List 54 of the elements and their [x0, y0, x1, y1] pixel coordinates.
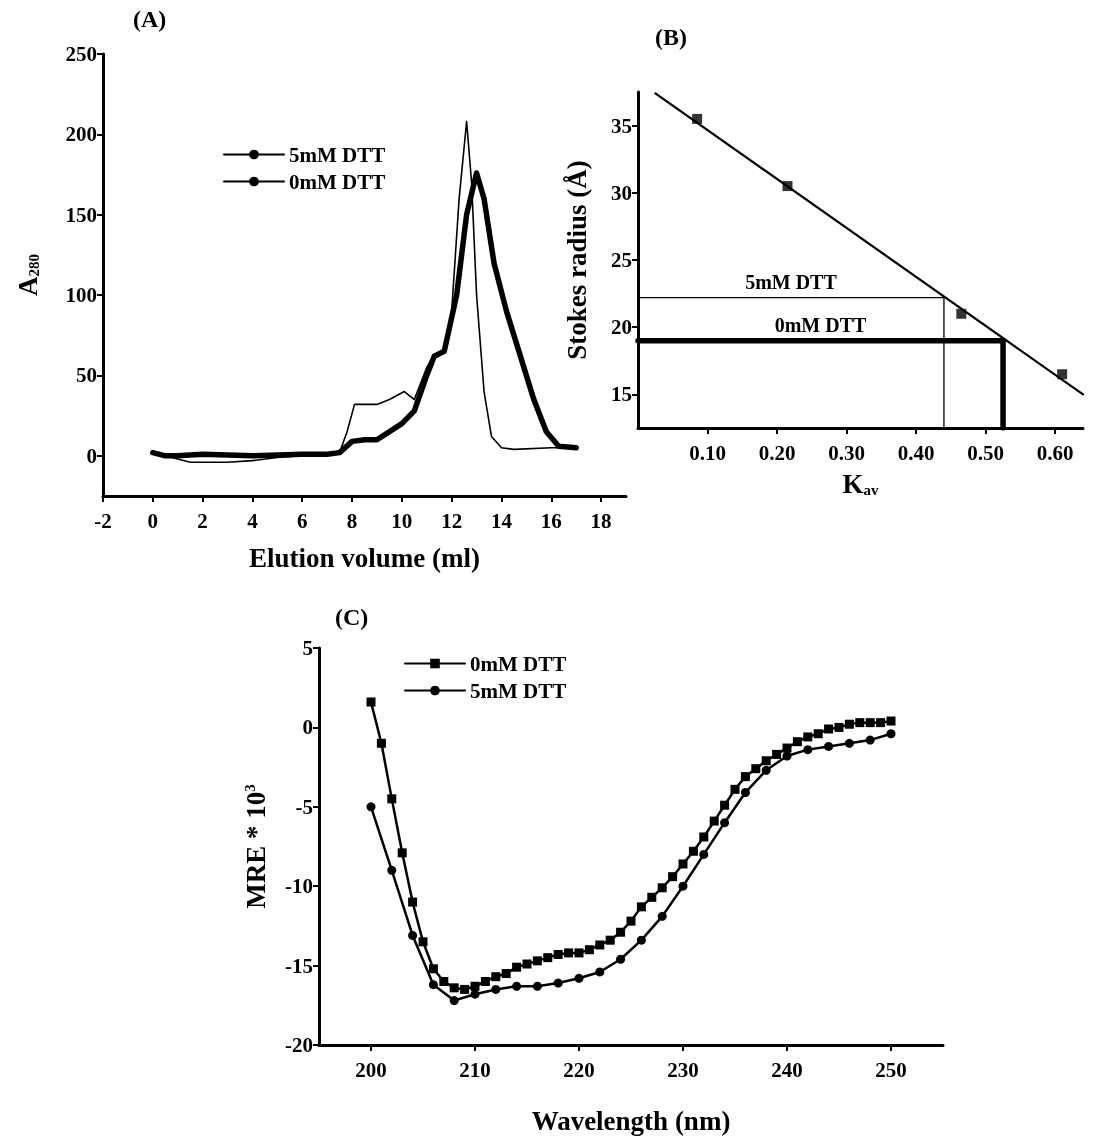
y-tick-label: 250: [65, 42, 97, 66]
x-tick-label: 250: [875, 1057, 907, 1082]
x-tick-label: -2: [94, 508, 112, 533]
x-tick-label: 16: [540, 508, 562, 533]
x-tick-label: 0.50: [967, 440, 1005, 465]
legend-label: 5mM DTT: [470, 678, 567, 703]
y-tick-label: 5: [302, 636, 313, 660]
y-tick-label: 30: [611, 180, 632, 205]
x-tick-label: 230: [667, 1057, 699, 1082]
y-axis-title: A280: [12, 254, 43, 296]
x-axis-title: Wavelength (nm): [531, 1105, 731, 1136]
x-tick-label: 0.40: [897, 440, 935, 465]
x-tick-label: 0: [147, 508, 159, 533]
y-tick-label: 150: [65, 202, 97, 227]
x-tick-label: 10: [391, 508, 413, 533]
legend-label: 0mM DTT: [289, 169, 386, 194]
y-tick-label: 25: [611, 248, 632, 272]
x-tick-label: 18: [590, 508, 612, 533]
x-tick-label: 8: [346, 508, 358, 533]
y-tick-label: 15: [611, 382, 632, 407]
x-tick-label: 14: [490, 508, 513, 533]
x-tick-label: 6: [296, 508, 308, 533]
chart-title: (A): [133, 6, 167, 32]
series-label: 0mM DTT: [774, 313, 867, 336]
legend-label: 0mM DTT: [470, 651, 567, 676]
x-tick-label: 2: [197, 508, 208, 533]
y-axis-title: MRE * 103: [240, 784, 271, 909]
y-tick-label: -20: [285, 1033, 313, 1057]
x-tick-label: 240: [771, 1057, 803, 1082]
y-tick-label: 0: [302, 715, 313, 740]
chart-title: (C): [335, 604, 369, 630]
x-tick-label: 0.60: [1036, 440, 1074, 465]
series-label: 5mM DTT: [745, 270, 838, 293]
x-tick-label: 4: [247, 508, 259, 533]
x-tick-label: 210: [459, 1057, 491, 1082]
y-tick-label: 35: [611, 113, 632, 138]
x-axis-title: Elution volume (ml): [248, 542, 481, 573]
y-axis-title: Stokes radius (Å): [561, 160, 592, 360]
x-tick-label: 0.30: [828, 440, 865, 465]
y-tick-label: 100: [65, 283, 97, 308]
chart-title: (B): [655, 24, 687, 50]
legend-label: 5mM DTT: [289, 142, 386, 167]
x-tick-label: 220: [563, 1057, 595, 1082]
x-tick-label: 12: [441, 508, 463, 533]
y-tick-label: -15: [285, 953, 313, 978]
y-tick-label: -5: [295, 794, 313, 819]
y-tick-label: -10: [285, 874, 313, 899]
y-tick-label: 200: [65, 122, 97, 147]
x-tick-label: 0.10: [689, 440, 726, 465]
x-tick-label: 0.20: [758, 440, 796, 465]
x-tick-label: 200: [355, 1057, 387, 1082]
x-axis-title: Kav: [842, 468, 879, 499]
y-tick-label: 20: [611, 315, 632, 340]
y-tick-label: 50: [76, 363, 97, 388]
